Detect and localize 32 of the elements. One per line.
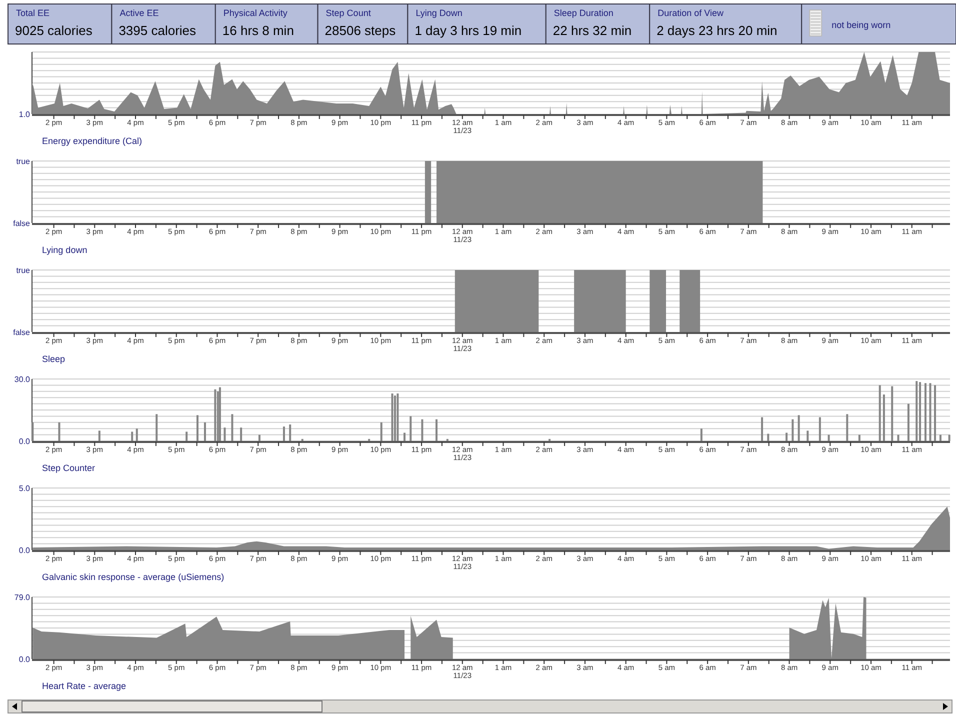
y-tick-label: 0.0: [18, 437, 31, 446]
text: Sleep Duration: [554, 8, 614, 18]
text: 3395 calories: [118, 23, 197, 38]
x-axis-title: Sleep: [42, 354, 66, 364]
y-tick-label: 79.0: [14, 593, 31, 602]
text: false: [13, 219, 31, 228]
text: false: [13, 328, 31, 337]
text: 16 hrs 8 min: [222, 23, 294, 38]
text: Duration of View: [658, 8, 724, 18]
y-tick-label: 0.0: [18, 546, 31, 555]
text: Physical Activity: [223, 8, 288, 18]
x-axis-title: Lying down: [42, 245, 88, 255]
y-tick-label: 30.0: [14, 375, 31, 384]
text: 2 days 23 hrs 20 min: [656, 23, 778, 38]
x-axis-title: Step Counter: [42, 463, 96, 473]
x-axis-title: Energy expenditure (Cal): [42, 136, 142, 146]
y-tick-label: 5.0: [18, 484, 31, 493]
x-axis-title: Heart Rate - average: [42, 681, 126, 691]
text: true: [16, 157, 31, 166]
text: Lying Down: [416, 8, 462, 18]
y-tick-label: 0.0: [18, 655, 31, 664]
text: true: [16, 266, 31, 275]
text: Total EE: [16, 8, 50, 18]
text: 28506 steps: [324, 23, 396, 38]
text: 9025 calories: [15, 23, 93, 38]
text: 22 hrs 32 min: [552, 23, 632, 38]
text: Step Count: [326, 8, 372, 18]
text: Active EE: [120, 8, 159, 18]
x-axis-title: Galvanic skin response - average (uSiemens): [42, 572, 224, 582]
text: not being worn: [832, 20, 891, 30]
text: 1.0: [18, 110, 31, 119]
text: 1 day 3 hrs 19 min: [414, 23, 522, 38]
